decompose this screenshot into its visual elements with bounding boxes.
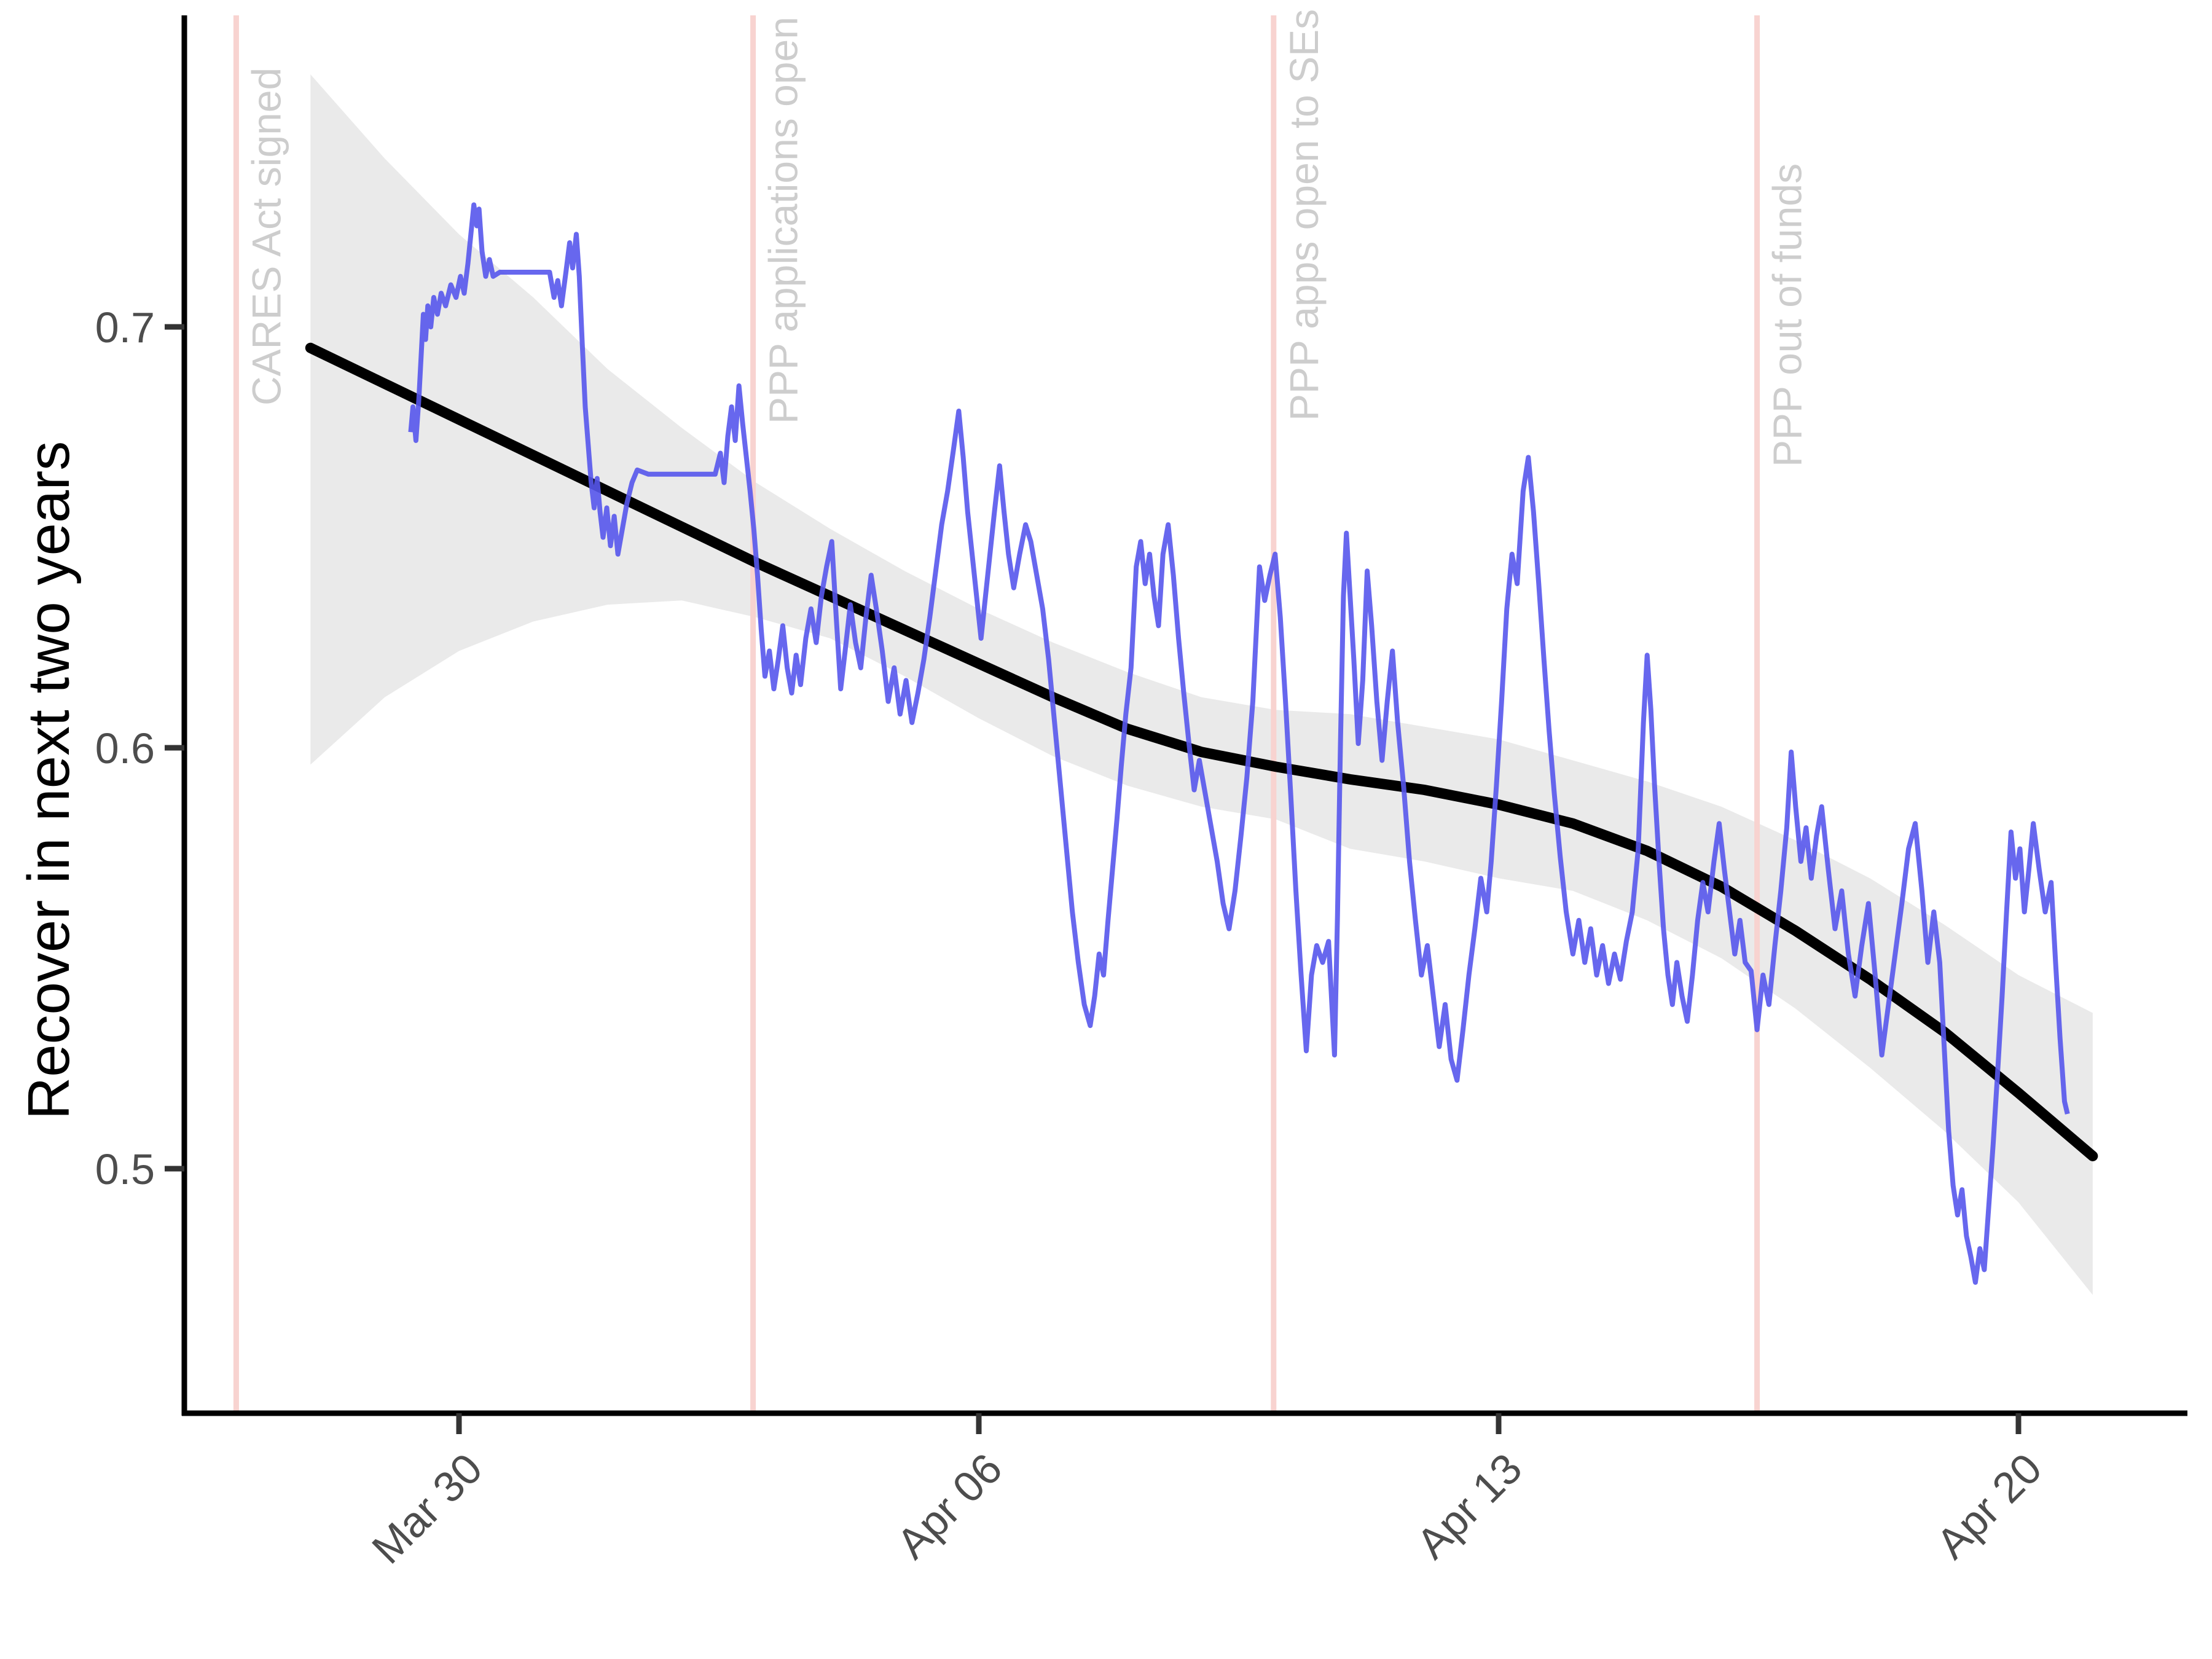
y-tick-label-1: 0.6: [95, 724, 155, 772]
x-tick-label-3: Apr 20: [1928, 1444, 2051, 1567]
smooth-line-layer: [305, 342, 2098, 1161]
event-labels-layer: CARES Act signed PPP applications open PPP…: [243, 9, 1810, 467]
event-label-2: PPP apps open to SEs: [1281, 9, 1327, 421]
y-axis-title: Recover in next two years: [16, 441, 82, 1120]
event-label-3: PPP out of funds: [1765, 163, 1810, 467]
y-tick-label-0: 0.5: [95, 1145, 155, 1193]
smooth-line: [305, 342, 2098, 1161]
x-tick-label-1: Apr 06: [888, 1444, 1011, 1567]
x-tick-label-2: Apr 13: [1408, 1444, 1531, 1567]
raw-series-layer: [408, 202, 2070, 1285]
event-lines-layer: [233, 15, 1760, 1413]
event-label-1: PPP applications open: [761, 17, 806, 424]
raw-series-line: [408, 202, 2070, 1285]
event-label-0: CARES Act signed: [243, 68, 289, 406]
y-tick-label-2: 0.7: [95, 304, 155, 351]
x-tick-label-0: Mar 30: [363, 1444, 491, 1572]
